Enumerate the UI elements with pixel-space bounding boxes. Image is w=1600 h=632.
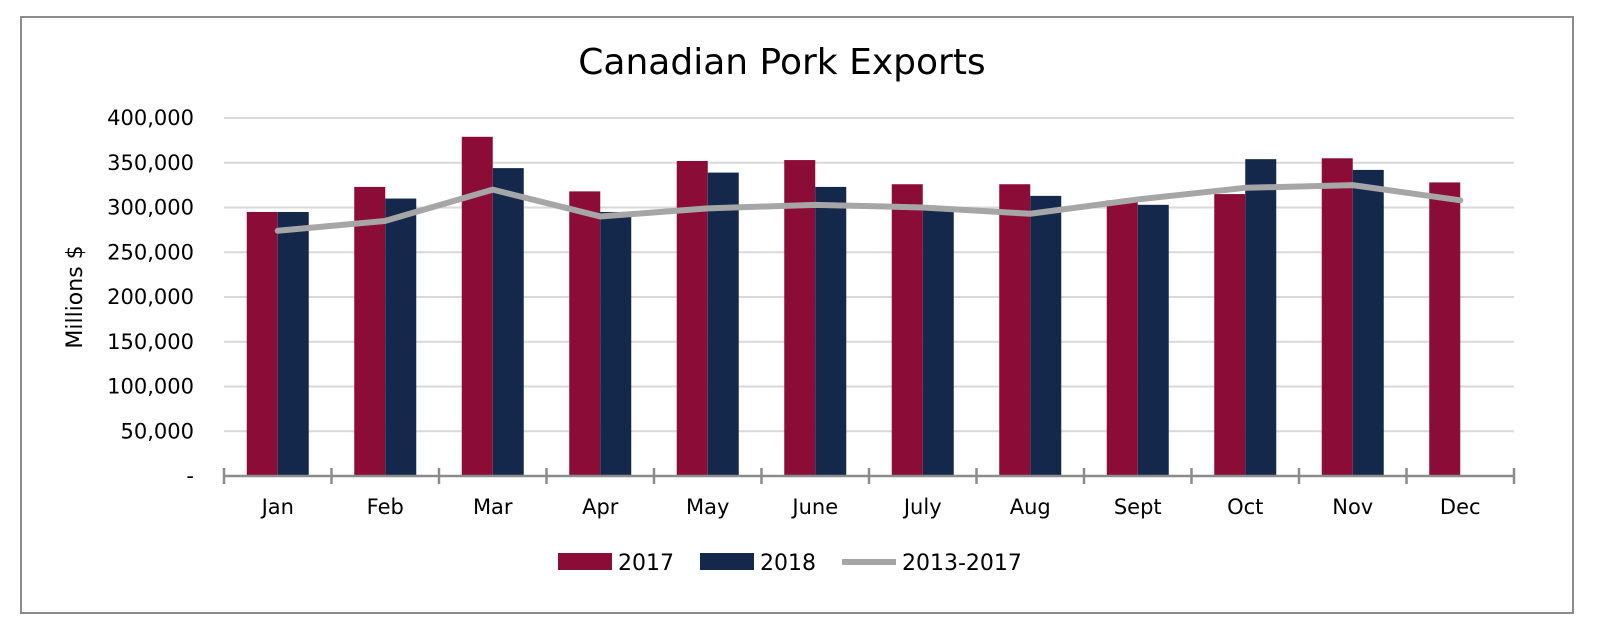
legend-label-2013-2017: 2013-2017 <box>902 551 1022 576</box>
bar-2017-feb <box>354 186 386 477</box>
y-tick-label: 150,000 <box>107 330 194 354</box>
bar-2018-aug <box>1030 195 1062 477</box>
chart-title: Canadian Pork Exports <box>578 42 985 83</box>
bar-2018-june <box>815 186 847 477</box>
y-tick-label: 400,000 <box>107 106 194 130</box>
bar-2018-july <box>922 208 954 476</box>
y-tick-label: 300,000 <box>107 196 194 220</box>
average-line-layer <box>274 182 1464 234</box>
bar-2018-jan <box>277 211 309 476</box>
y-tick-label: 250,000 <box>107 240 194 264</box>
gridlines <box>224 117 1514 433</box>
legend: 2017 2018 2013-2017 <box>558 551 1022 576</box>
legend-swatch-2017 <box>558 553 612 570</box>
bar-2018-feb <box>385 198 417 477</box>
bar-2018-oct <box>1245 159 1277 477</box>
x-tick-label: Aug <box>1010 495 1051 519</box>
x-tick-label: Dec <box>1440 495 1481 519</box>
x-tick-label: May <box>686 495 729 519</box>
bars <box>246 136 1461 477</box>
y-axis-title: Millions $ <box>63 245 88 348</box>
y-tick-label: 50,000 <box>121 419 194 443</box>
y-tick-label: 350,000 <box>107 151 194 175</box>
bar-2018-apr <box>600 211 632 476</box>
bar-2017-mar <box>461 136 493 477</box>
x-tick-label: Sept <box>1114 495 1162 519</box>
bar-2018-sept <box>1137 204 1169 476</box>
bar-2018-mar <box>492 168 524 476</box>
legend-label-2017: 2017 <box>618 551 674 576</box>
x-axis <box>222 468 1516 484</box>
bar-2017-may <box>676 160 708 476</box>
series-line-2013-2017 <box>274 182 1464 234</box>
bar-2017-sept <box>1106 200 1138 476</box>
bar-2017-nov <box>1321 158 1353 476</box>
y-tick-label: 200,000 <box>107 285 194 309</box>
bar-2017-june <box>784 160 816 476</box>
x-tick-label: Feb <box>367 495 404 519</box>
bar-2017-apr <box>569 191 601 476</box>
x-tick-label: Oct <box>1227 495 1263 519</box>
bar-2017-jan <box>246 211 278 476</box>
x-tick-label: Apr <box>582 495 619 519</box>
y-tick-label: 100,000 <box>107 375 194 399</box>
legend-label-2018: 2018 <box>760 551 816 576</box>
bar-2017-oct <box>1214 194 1246 476</box>
x-tick-label: Jan <box>260 495 294 519</box>
legend-swatch-2018 <box>700 553 754 570</box>
bar-2018-nov <box>1352 169 1384 476</box>
x-tick-label: Mar <box>473 495 513 519</box>
x-tick-label: Nov <box>1332 495 1373 519</box>
x-axis-labels: Jan Feb Mar Apr May June July Aug Sept Oct Nov Dec <box>260 495 1481 519</box>
y-axis-ticks: - 50,000 100,000 150,000 200,000 250,000 300,0… <box>107 106 194 488</box>
bar-2017-july <box>891 184 923 477</box>
x-tick-label: June <box>790 495 838 519</box>
x-tick-label: July <box>902 495 942 519</box>
y-tick-label: - <box>186 464 194 488</box>
bar-2018-may <box>707 172 739 476</box>
bar-2017-aug <box>999 184 1031 477</box>
bar-2017-dec <box>1429 182 1461 476</box>
